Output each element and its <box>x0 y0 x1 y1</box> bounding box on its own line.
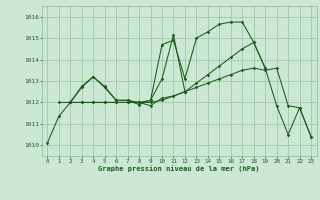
X-axis label: Graphe pression niveau de la mer (hPa): Graphe pression niveau de la mer (hPa) <box>99 165 260 172</box>
